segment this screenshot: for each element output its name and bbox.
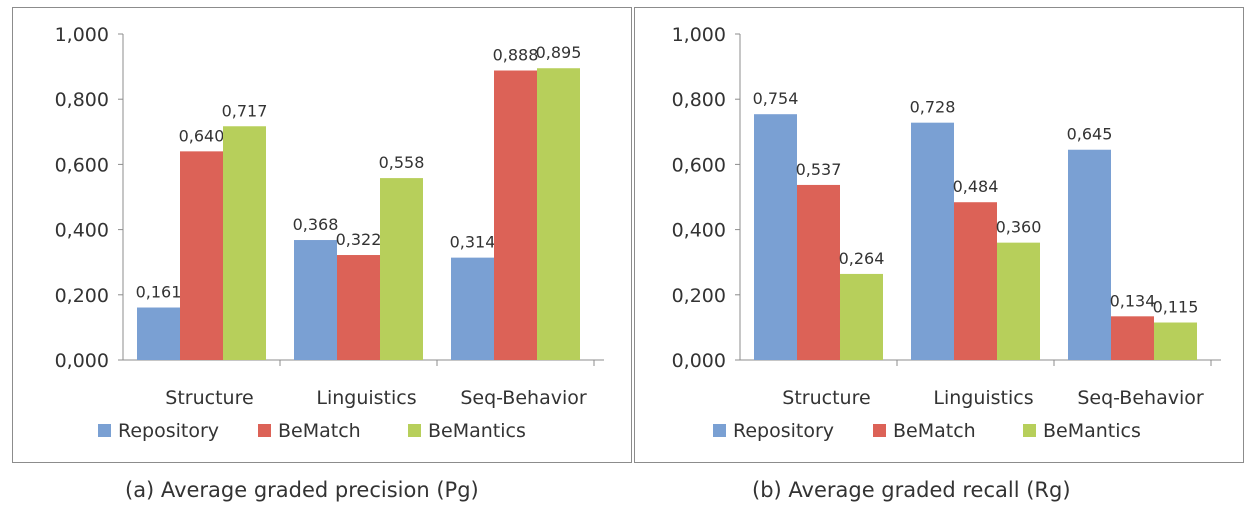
- recall-legend-swatch-bemantics: [1023, 424, 1036, 437]
- recall-bar-chart: 0,000 0,200 0,400 0,600 0,800 1,000 Structure 0…: [672, 24, 1221, 442]
- precision-legend-swatch-repository: [98, 424, 111, 437]
- precision-y-tick-label: 0,800: [55, 89, 109, 111]
- precision-bar-chart: 0,000 0,200 0,400 0,600 0,800 1,000 Structure 0…: [55, 24, 604, 442]
- precision-category-label: Structure: [165, 387, 253, 409]
- recall-bar-repository-structure: [754, 114, 797, 360]
- recall-legend-label-bematch: BeMatch: [893, 420, 976, 442]
- precision-data-label: 0,640: [179, 126, 225, 145]
- precision-data-label: 0,314: [450, 233, 496, 252]
- recall-data-label: 0,645: [1067, 125, 1113, 144]
- precision-bar-bematch-structure: [180, 151, 223, 360]
- precision-data-label: 0,558: [379, 153, 425, 172]
- recall-data-label: 0,537: [796, 160, 842, 179]
- recall-legend-swatch-bematch: [873, 424, 886, 437]
- precision-legend-label-bematch: BeMatch: [278, 420, 361, 442]
- recall-bar-repository-seq-behavior: [1068, 149, 1111, 360]
- precision-data-label: 0,161: [136, 283, 182, 302]
- precision-bar-bemantics-seq-behavior: [537, 68, 580, 361]
- precision-bar-repository-seq-behavior: [451, 257, 494, 360]
- precision-bar-bematch-linguistics: [337, 255, 380, 360]
- chart-panel-recall: 0,000 0,200 0,400 0,600 0,800 1,000 Structure 0…: [634, 7, 1244, 463]
- precision-data-label: 0,368: [293, 215, 339, 234]
- precision-legend-swatch-bemantics: [408, 424, 421, 437]
- precision-bar-bemantics-structure: [223, 126, 266, 361]
- recall-y-tick-label: 0,000: [672, 350, 726, 372]
- recall-y-tick-label: 0,800: [672, 89, 726, 111]
- precision-y-tick-label: 0,400: [55, 220, 109, 242]
- recall-y-tick-label: 0,400: [672, 220, 726, 242]
- recall-bar-bematch-seq-behavior: [1111, 316, 1154, 360]
- recall-data-label: 0,264: [839, 249, 885, 268]
- precision-y-tick-label: 0,200: [55, 285, 109, 307]
- precision-legend-label-bemantics: BeMantics: [428, 420, 526, 442]
- precision-y-tick-label: 0,000: [55, 350, 109, 372]
- precision-data-label: 0,717: [222, 101, 268, 120]
- recall-data-label: 0,115: [1153, 298, 1199, 317]
- recall-category-label: Structure: [782, 387, 870, 409]
- precision-data-label: 0,888: [493, 46, 539, 65]
- recall-bar-bematch-structure: [797, 184, 840, 360]
- recall-y-tick-label: 0,200: [672, 285, 726, 307]
- precision-y-tick-label: 1,000: [55, 24, 109, 46]
- recall-bar-bemantics-structure: [840, 273, 883, 360]
- precision-bar-repository-linguistics: [294, 240, 337, 360]
- caption-precision: (a) Average graded precision (Pg): [125, 478, 479, 502]
- recall-data-label: 0,484: [953, 177, 999, 196]
- recall-category-label: Linguistics: [933, 387, 1033, 409]
- recall-bar-repository-linguistics: [911, 122, 954, 360]
- precision-legend-swatch-bematch: [258, 424, 271, 437]
- precision-data-label: 0,322: [336, 230, 382, 249]
- recall-data-label: 0,754: [753, 89, 799, 108]
- recall-data-label: 0,360: [996, 218, 1042, 237]
- caption-recall: (b) Average graded recall (Rg): [752, 478, 1071, 502]
- recall-y-tick-label: 0,600: [672, 154, 726, 176]
- recall-legend-label-repository: Repository: [733, 420, 834, 442]
- precision-y-tick-label: 0,600: [55, 154, 109, 176]
- recall-data-label: 0,728: [910, 98, 956, 117]
- precision-legend-label-repository: Repository: [118, 420, 219, 442]
- recall-bar-bemantics-seq-behavior: [1154, 322, 1197, 360]
- precision-category-label: Linguistics: [316, 387, 416, 409]
- precision-bar-bematch-seq-behavior: [494, 70, 537, 361]
- recall-bar-bematch-linguistics: [954, 202, 997, 360]
- precision-data-label: 0,895: [536, 43, 582, 62]
- chart-panel-precision: 0,000 0,200 0,400 0,600 0,800 1,000 Structure 0…: [12, 7, 632, 463]
- recall-data-label: 0,134: [1110, 291, 1156, 310]
- recall-category-label: Seq-Behavior: [1077, 387, 1204, 409]
- precision-bar-bemantics-linguistics: [380, 178, 423, 360]
- recall-legend-swatch-repository: [713, 424, 726, 437]
- recall-bar-bemantics-linguistics: [997, 242, 1040, 360]
- recall-y-tick-label: 1,000: [672, 24, 726, 46]
- precision-bar-repository-structure: [137, 307, 180, 360]
- recall-legend-label-bemantics: BeMantics: [1043, 420, 1141, 442]
- precision-category-label: Seq-Behavior: [460, 387, 587, 409]
